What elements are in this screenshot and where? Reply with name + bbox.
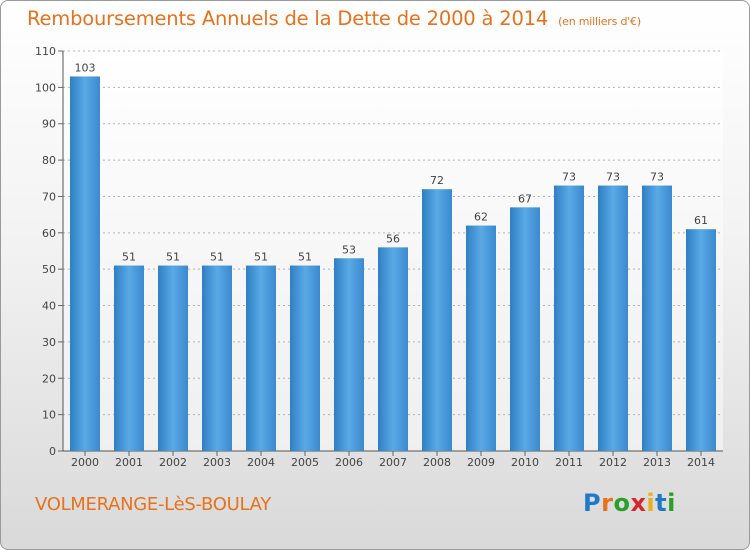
data-label: 56 [386,232,400,245]
x-tick-label: 2008 [423,456,451,469]
proxiti-logo: Proxiti [583,489,676,517]
bar [686,229,716,451]
x-tick-label: 2012 [599,456,627,469]
y-tick-label: 10 [42,409,56,422]
bar [246,265,276,451]
data-label: 72 [430,174,444,187]
x-tick-label: 2006 [335,456,363,469]
brand-letter: o [613,489,631,517]
data-labels: 103 51 51 51 51 51 53 56 72 62 67 73 73 73 61 [75,61,709,263]
bar [554,185,584,451]
chart-subtitle: (en milliers d'€) [558,15,641,28]
bar [510,207,540,451]
bar [378,247,408,451]
x-tick-label: 2004 [247,456,275,469]
x-tick-label: 2005 [291,456,319,469]
brand-letter: x [630,489,647,517]
data-label: 51 [166,251,180,264]
bar [642,185,672,451]
y-tick-label: 0 [49,445,56,458]
data-label: 73 [650,171,664,184]
brand-letter: r [601,489,614,517]
x-tick-label: 2002 [159,456,187,469]
bar [422,189,452,451]
bars [70,76,716,452]
data-label: 62 [474,211,488,224]
brand-letter: i [646,489,656,517]
bar [598,185,628,451]
y-tick-label: 40 [42,300,56,313]
bar [158,265,188,451]
data-label: 51 [254,251,268,264]
bar [202,265,232,451]
x-tick-label: 2011 [555,456,583,469]
y-tick-label: 50 [42,263,56,276]
data-label: 51 [122,251,136,264]
x-tick-label: 2000 [71,456,99,469]
y-tick-label: 90 [42,118,56,131]
bar [114,265,144,451]
x-tick-label: 2001 [115,456,143,469]
data-label: 53 [342,243,356,256]
x-tick-label: 2010 [511,456,539,469]
brand-letter: t [655,489,668,517]
brand-letter: P [583,489,602,517]
data-label: 73 [606,171,620,184]
x-tick-label: 2007 [379,456,407,469]
data-label: 61 [694,214,708,227]
y-tick-label: 20 [42,372,56,385]
bar [466,225,496,451]
city-name: VOLMERANGE-LèS-BOULAY [35,494,271,515]
bar [290,265,320,451]
y-tick-label: 80 [42,154,56,167]
data-label: 51 [210,251,224,264]
y-tick-label: 70 [42,190,56,203]
data-label: 67 [518,192,532,205]
bar [70,76,100,452]
x-tick-label: 2009 [467,456,495,469]
brand-letter: i [667,489,676,517]
x-tick-label: 2003 [203,456,231,469]
chart-title-text: Remboursements Annuels de la Dette de 20… [27,7,549,30]
data-label: 51 [298,251,312,264]
y-axis-ticks: 0 10 20 30 40 50 60 70 80 90 100 110 [35,45,63,458]
chart-title: Remboursements Annuels de la Dette de 20… [27,7,641,30]
bar [334,258,364,451]
y-tick-label: 60 [42,227,56,240]
data-label: 103 [75,61,96,74]
y-tick-label: 100 [35,81,56,94]
y-tick-label: 30 [42,336,56,349]
data-label: 73 [562,171,576,184]
x-axis-ticks: 2000 2001 2002 2003 2004 2005 2006 2007 2008 2009… [71,451,715,469]
x-tick-label: 2014 [687,456,715,469]
y-tick-label: 110 [35,45,56,58]
x-tick-label: 2013 [643,456,671,469]
